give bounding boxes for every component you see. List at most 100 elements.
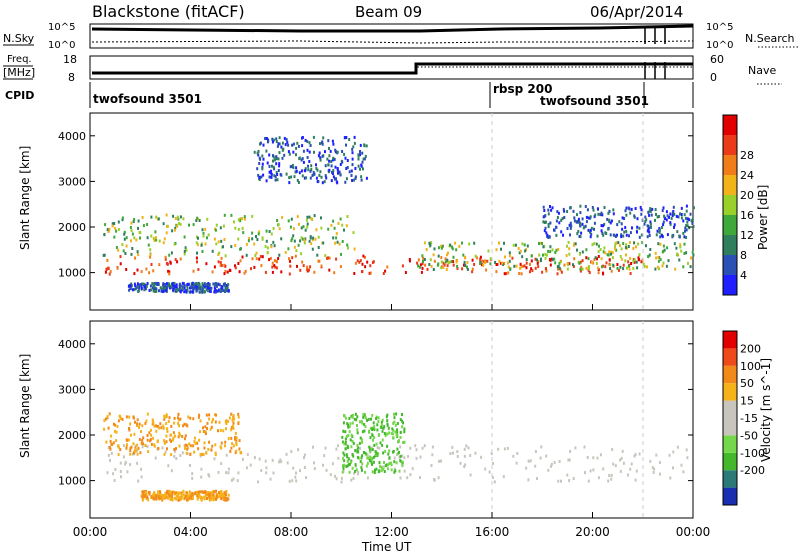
scatter-cell <box>604 251 607 255</box>
scatter-cell <box>144 421 147 425</box>
scatter-cell <box>684 226 687 230</box>
scatter-cell <box>669 222 672 226</box>
scatter-cell <box>217 429 219 433</box>
scatter-cell <box>665 264 668 268</box>
scatter-cell <box>351 452 354 456</box>
scatter-cell <box>352 231 355 235</box>
scatter-cell <box>300 236 303 240</box>
scatter-cell <box>579 223 581 227</box>
scatter-cell <box>162 424 165 428</box>
scatter-cell <box>165 261 168 265</box>
scatter-cell <box>152 421 155 425</box>
scatter-cell <box>304 167 307 171</box>
scatter-cell <box>179 290 182 294</box>
scatter-cell <box>109 458 111 462</box>
scatter-cell <box>382 426 385 430</box>
scatter-cell <box>475 256 478 260</box>
scatter-cell <box>284 250 287 254</box>
scatter-cell <box>597 271 600 275</box>
scatter-cell <box>214 290 217 294</box>
scatter-cell <box>164 286 167 290</box>
scatter-cell <box>189 416 192 420</box>
scatter-cell <box>275 170 278 174</box>
scatter-cell <box>573 257 576 261</box>
scatter-cell <box>469 454 472 457</box>
scatter-cell <box>640 212 643 216</box>
scatter-cell <box>542 245 545 249</box>
scatter-cell <box>407 455 410 458</box>
scatter-cell <box>660 226 663 229</box>
scatter-cell <box>560 479 562 483</box>
scatter-cell <box>386 467 389 471</box>
scatter-cell <box>125 268 128 271</box>
scatter-cell <box>654 218 656 222</box>
scatter-cell <box>520 272 523 276</box>
scatter-cell <box>610 219 613 223</box>
scatter-cell <box>306 156 309 159</box>
scatter-cell <box>399 436 402 439</box>
scatter-cell <box>323 180 326 184</box>
scatter-cell <box>121 417 124 421</box>
scatter-cell <box>304 169 307 173</box>
scatter-cell <box>344 442 347 446</box>
scatter-cell <box>602 250 605 254</box>
scatter-cell <box>138 422 141 426</box>
scatter-cell <box>403 427 406 431</box>
scatter-cell <box>446 253 448 257</box>
scatter-cell <box>153 424 156 428</box>
scatter-cell <box>224 496 227 500</box>
scatter-cell <box>185 444 188 447</box>
scatter-cell <box>339 172 342 176</box>
scatter-cell <box>558 221 561 225</box>
scatter-cell <box>686 220 689 224</box>
scatter-cell <box>347 425 350 429</box>
scatter-cell <box>381 429 384 433</box>
scatter-cell <box>128 288 131 292</box>
scatter-cell <box>199 287 202 291</box>
scatter-cell <box>425 248 428 251</box>
scatter-cell <box>431 445 434 449</box>
scatter-cell <box>172 284 175 288</box>
scatter-cell <box>201 285 204 289</box>
scatter-cell <box>206 217 209 221</box>
scatter-cell <box>280 237 283 241</box>
scatter-cell <box>607 479 610 483</box>
scatter-cell <box>393 420 396 424</box>
scatter-cell <box>403 469 406 473</box>
scatter-cell <box>205 451 208 455</box>
scatter-cell <box>343 442 346 446</box>
scatter-cell <box>597 207 599 211</box>
scatter-cell <box>157 425 159 428</box>
scatter-cell <box>119 461 122 465</box>
scatter-cell <box>145 419 148 423</box>
scatter-cell <box>638 452 641 456</box>
scatter-cell <box>281 215 284 219</box>
scatter-cell <box>189 444 192 448</box>
scatter-cell <box>144 287 147 291</box>
scatter-cell <box>237 415 240 419</box>
scatter-cell <box>345 177 348 181</box>
scatter-cell <box>227 471 230 475</box>
scatter-cell <box>574 242 577 246</box>
scatter-cell <box>367 457 370 460</box>
scatter-cell <box>276 219 279 222</box>
scatter-cell <box>278 460 281 464</box>
scatter-cell <box>236 479 239 483</box>
scatter-cell <box>640 233 643 237</box>
scatter-cell <box>121 216 124 220</box>
scatter-cell <box>340 480 343 484</box>
scatter-cell <box>158 239 161 243</box>
scatter-cell <box>302 160 305 164</box>
scatter-cell <box>182 493 185 497</box>
scatter-cell <box>144 443 147 447</box>
scatter-cell <box>549 221 552 225</box>
scatter-cell <box>372 421 375 425</box>
scatter-cell <box>328 168 331 172</box>
scatter-cell <box>303 241 306 245</box>
scatter-cell <box>125 415 128 419</box>
scatter-cell <box>512 454 515 458</box>
scatter-cell <box>315 228 318 232</box>
scatter-cell <box>140 286 143 290</box>
scatter-cell <box>175 288 178 292</box>
